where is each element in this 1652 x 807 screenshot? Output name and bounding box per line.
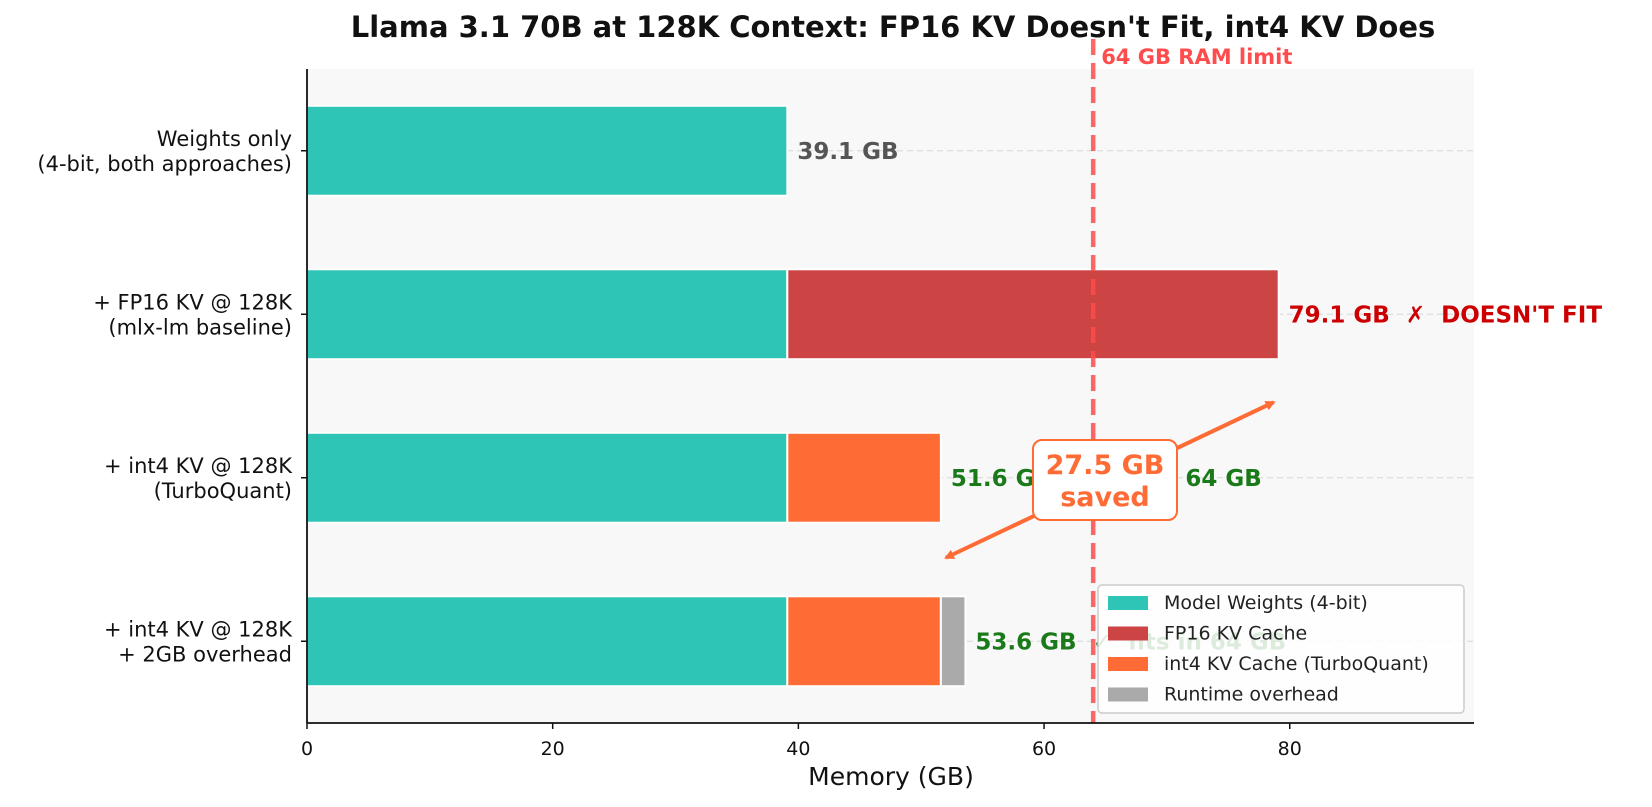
bar-int4kv — [786, 595, 942, 688]
legend-swatch-overhead — [1108, 687, 1148, 702]
bar-fp16kv — [786, 268, 1280, 361]
ram-limit-label: 64 GB RAM limit — [1101, 45, 1292, 69]
value-label: 39.1 GB — [797, 139, 898, 165]
bar-weights — [306, 595, 789, 688]
bar-weights — [306, 431, 789, 524]
bar-overhead — [939, 595, 967, 688]
savings-amount: 27.5 GB — [1046, 450, 1165, 481]
bar-weights — [306, 104, 789, 197]
savings-box — [1032, 439, 1178, 521]
legend: Model Weights (4-bit) FP16 KV Cache int4 K… — [1097, 584, 1465, 714]
y-tick-label: + FP16 KV @ 128K (mlx-lm baseline) — [93, 290, 293, 339]
x-tick-labels: 0 20 40 60 80 — [301, 723, 1302, 760]
legend-box — [1097, 584, 1465, 714]
x-axis-label: Memory (GB) — [808, 762, 974, 791]
bar-series — [306, 104, 1280, 688]
x-tick-label: 40 — [786, 738, 810, 760]
legend-label-fp16kv: FP16 KV Cache — [1164, 623, 1307, 645]
bar-int4kv — [786, 431, 942, 524]
legend-swatch-fp16kv — [1108, 626, 1148, 641]
x-tick-label: 0 — [301, 738, 313, 760]
legend-label-overhead: Runtime overhead — [1164, 684, 1339, 706]
y-tick-label: + int4 KV @ 128K + 2GB overhead — [104, 617, 293, 666]
chart-title: Llama 3.1 70B at 128K Context: FP16 KV D… — [351, 10, 1436, 44]
x-tick-label: 80 — [1278, 738, 1302, 760]
x-tick-label: 20 — [541, 738, 565, 760]
legend-swatch-int4kv — [1108, 657, 1148, 671]
y-tick-label: Weights only (4-bit, both approaches) — [37, 127, 292, 176]
y-tick-label: + int4 KV @ 128K (TurboQuant) — [104, 454, 293, 503]
legend-label-int4kv: int4 KV Cache (TurboQuant) — [1164, 653, 1429, 675]
bar-weights — [306, 268, 789, 361]
axes — [306, 69, 1474, 724]
value-label: 79.1 GB ✗ DOESN'T FIT — [1289, 302, 1603, 328]
legend-swatch-weights — [1108, 596, 1148, 610]
y-tick-labels: Weights only (4-bit, both approaches) + FP… — [37, 127, 307, 666]
x-tick-label: 60 — [1032, 738, 1056, 760]
savings-word: saved — [1060, 482, 1150, 513]
legend-label-weights: Model Weights (4-bit) — [1164, 592, 1368, 614]
